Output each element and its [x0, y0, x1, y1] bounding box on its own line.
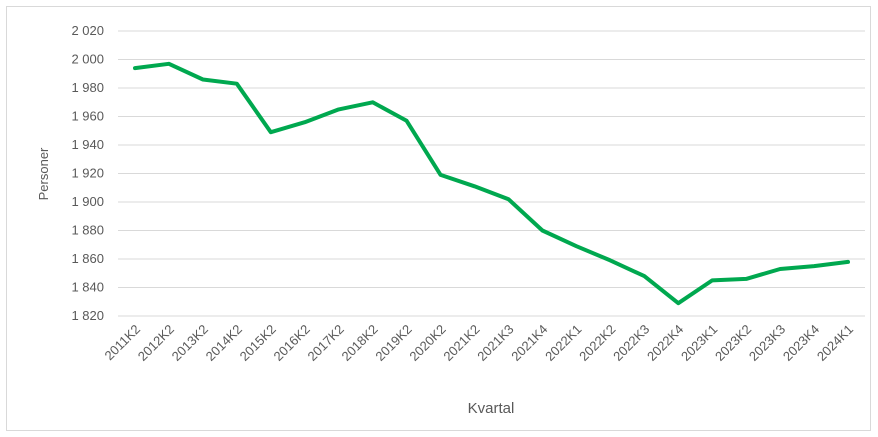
x-axis-title: Kvartal: [468, 400, 515, 417]
y-tick-label: 1 880: [71, 223, 104, 238]
y-tick-label: 1 960: [71, 109, 104, 124]
y-tick-label: 1 840: [71, 280, 104, 295]
y-tick-label: 1 860: [71, 251, 104, 266]
y-tick-label: 2 020: [71, 23, 104, 38]
y-tick-label: 1 920: [71, 166, 104, 181]
y-tick-label: 1 940: [71, 137, 104, 152]
y-tick-label: 2 000: [71, 52, 104, 67]
y-axis-title: Personer: [36, 147, 51, 200]
y-tick-label: 1 980: [71, 80, 104, 95]
y-tick-label: 1 900: [71, 194, 104, 209]
chart-border: [6, 6, 871, 431]
y-tick-label: 1 820: [71, 308, 104, 323]
data-line: [133, 61, 850, 306]
